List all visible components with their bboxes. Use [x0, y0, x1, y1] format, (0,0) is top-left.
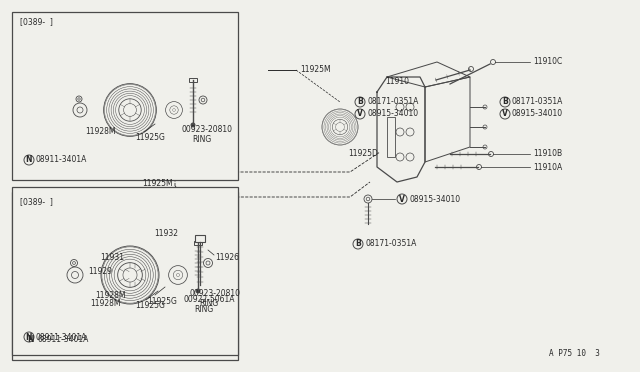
Text: 11931: 11931: [100, 253, 124, 262]
Text: 11925G: 11925G: [135, 134, 165, 142]
Text: 11910C: 11910C: [533, 58, 563, 67]
Text: 11928M: 11928M: [95, 291, 125, 299]
Text: N: N: [26, 155, 32, 164]
Text: 11929: 11929: [88, 266, 112, 276]
Text: 11910B: 11910B: [533, 150, 562, 158]
Text: 08171-0351A: 08171-0351A: [367, 97, 419, 106]
Text: N: N: [27, 336, 33, 344]
Bar: [12, 192, 238, 360]
Text: [0389-  ]: [0389- ]: [20, 198, 53, 206]
Text: RING: RING: [199, 298, 218, 308]
Circle shape: [191, 122, 195, 128]
Text: A P75 10  3: A P75 10 3: [549, 350, 600, 359]
Text: RING: RING: [192, 135, 211, 144]
Bar: [189, 78, 197, 82]
Text: 08915-34010: 08915-34010: [512, 109, 563, 119]
Text: 11932: 11932: [154, 228, 178, 237]
Text: [0389-  ]: [0389- ]: [20, 17, 53, 26]
Text: B: B: [502, 97, 508, 106]
Text: 08171-0351A: 08171-0351A: [512, 97, 563, 106]
Text: 08911-3401A: 08911-3401A: [36, 333, 88, 341]
Text: B: B: [355, 240, 361, 248]
Text: 00923-20810: 00923-20810: [182, 125, 233, 135]
Circle shape: [195, 289, 200, 294]
Text: 08915-34010: 08915-34010: [367, 109, 418, 119]
Text: 11925D: 11925D: [348, 150, 378, 158]
Bar: [12, 12, 238, 180]
Text: 11925G: 11925G: [147, 296, 177, 305]
Text: 00922-5061A: 00922-5061A: [184, 295, 236, 304]
Bar: [387, 117, 395, 157]
Text: 08915-34010: 08915-34010: [409, 195, 460, 203]
Text: V: V: [399, 195, 405, 203]
Text: 11910A: 11910A: [533, 163, 563, 171]
Text: V: V: [502, 109, 508, 119]
Text: 11910: 11910: [385, 77, 409, 87]
Text: N: N: [26, 333, 32, 341]
Text: 00923-20810: 00923-20810: [189, 289, 240, 298]
Text: 11926: 11926: [215, 253, 239, 262]
Bar: [12, 187, 238, 355]
Text: B: B: [357, 97, 363, 106]
Text: 08911-3401A: 08911-3401A: [37, 336, 88, 344]
Text: 11925M: 11925M: [300, 65, 331, 74]
Text: 08171-0351A: 08171-0351A: [365, 240, 417, 248]
Bar: [194, 241, 202, 245]
Text: 11925G: 11925G: [135, 301, 165, 311]
Text: 08911-3401A: 08911-3401A: [36, 155, 88, 164]
Bar: [195, 235, 205, 242]
Text: 11928M: 11928M: [85, 128, 115, 137]
Text: 11928M: 11928M: [90, 298, 120, 308]
Text: RING: RING: [194, 305, 213, 314]
Text: V: V: [357, 109, 363, 119]
Text: 11925M: 11925M: [143, 180, 173, 189]
